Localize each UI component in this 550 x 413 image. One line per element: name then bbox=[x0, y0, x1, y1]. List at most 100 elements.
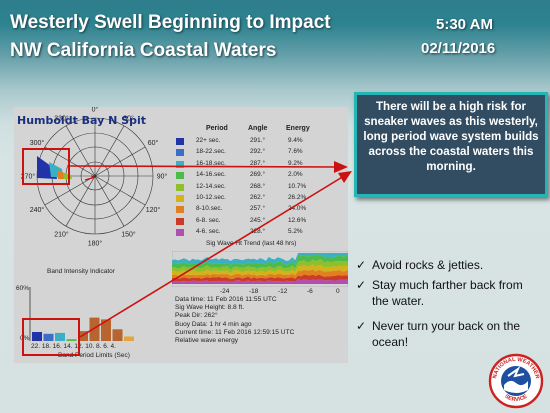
trend-band bbox=[172, 254, 348, 270]
band-pct-bottom: 0% bbox=[20, 335, 30, 342]
trend-tick-label: -18 bbox=[249, 288, 259, 295]
trend-tick-label: -24 bbox=[220, 288, 230, 295]
wave-direction-rose: 0° 30° 60° 90° 120° 150° 180° 210° 240° 270° 300° 3… bbox=[21, 107, 168, 248]
color-swatch bbox=[176, 217, 184, 225]
row-period: 4-6. sec. bbox=[196, 228, 221, 236]
table-row: 18-22.sec. 292.° 7.6% bbox=[172, 148, 347, 158]
row-energy: 9.4% bbox=[288, 137, 303, 144]
arrow-head-right-icon bbox=[334, 161, 348, 173]
highlight-box-bands bbox=[22, 318, 80, 356]
svg-text:SERVICE: SERVICE bbox=[504, 394, 529, 404]
safety-tip-text: Avoid rocks & jetties. bbox=[372, 258, 484, 272]
info-buoy-data: Buoy Data: 1 hr 4 min ago bbox=[175, 320, 252, 328]
slide-title-line-1: Westerly Swell Beginning to Impact bbox=[10, 12, 331, 33]
band-bar bbox=[124, 336, 134, 341]
rose-angle-label: 150° bbox=[121, 231, 136, 239]
rose-spoke bbox=[94, 146, 146, 177]
table-row: 4-6. sec. 228.° 5.2% bbox=[172, 228, 347, 238]
rose-spoke bbox=[65, 175, 96, 227]
row-period: 22+ sec. bbox=[196, 137, 221, 144]
band-axis-label: Band Period Limits (Sec) bbox=[58, 352, 130, 359]
trend-band bbox=[172, 269, 348, 280]
logo-bottom-text: SERVICE bbox=[504, 394, 529, 404]
rose-spoke bbox=[94, 175, 146, 206]
color-swatch bbox=[176, 229, 184, 237]
trend-band bbox=[172, 279, 348, 284]
row-angle: 292.° bbox=[250, 148, 265, 156]
rose-spoke bbox=[94, 125, 125, 177]
table-row: 22+ sec. 291.° 9.4% bbox=[172, 137, 347, 147]
row-angle: 291.° bbox=[250, 137, 265, 144]
row-period: 14-16.sec. bbox=[196, 171, 226, 179]
row-angle: 268.° bbox=[250, 182, 265, 190]
band-bar bbox=[55, 332, 65, 341]
row-energy: 2.0% bbox=[288, 171, 303, 179]
row-period: 16-18.sec. bbox=[196, 159, 226, 167]
row-period: 10-12.sec. bbox=[196, 194, 226, 201]
trend-band bbox=[172, 253, 348, 266]
checkmark-icon: ✓ bbox=[356, 319, 367, 333]
band-bar bbox=[32, 332, 42, 341]
date-stamp: 02/11/2016 bbox=[421, 40, 496, 57]
rose-angle-label: 240° bbox=[30, 206, 45, 214]
energy-header: Energy bbox=[286, 125, 310, 132]
checkmark-icon: ✓ bbox=[356, 278, 367, 292]
rose-angle-label: 210° bbox=[54, 231, 69, 239]
row-energy: 12.6% bbox=[288, 216, 307, 224]
row-energy: 24.0% bbox=[288, 205, 307, 213]
wave-height-trend-chart bbox=[172, 251, 348, 287]
band-bar bbox=[43, 333, 54, 341]
safety-tip-text: Never turn your back on the ocean! bbox=[372, 319, 521, 349]
row-angle: 257.° bbox=[250, 205, 265, 213]
row-energy: 5.2% bbox=[288, 228, 303, 236]
trend-band bbox=[172, 264, 348, 276]
band-bar bbox=[101, 319, 111, 341]
highlight-box-rose bbox=[22, 148, 70, 185]
rose-angle-label: 120° bbox=[146, 206, 161, 214]
row-period: 18-22.sec. bbox=[196, 148, 226, 156]
trend-tick-label: 0 bbox=[336, 288, 340, 295]
rose-angle-label: 90° bbox=[157, 173, 168, 181]
color-swatch bbox=[176, 206, 184, 214]
row-period: 6-8. sec. bbox=[196, 216, 221, 224]
rose-spoke bbox=[94, 175, 125, 227]
rose-angle-label: 30° bbox=[123, 115, 134, 123]
row-angle: 262.° bbox=[250, 194, 265, 201]
rose-angle-label: 270° bbox=[21, 173, 36, 181]
trend-band bbox=[172, 274, 348, 282]
row-energy: 10.7% bbox=[288, 182, 307, 190]
band-bar bbox=[66, 339, 77, 341]
nws-logo: NATIONAL WEATHER SERVICE bbox=[488, 353, 544, 409]
row-angle: 245.° bbox=[250, 216, 265, 224]
band-bar bbox=[112, 329, 123, 341]
time-stamp: 5:30 AM bbox=[436, 16, 493, 33]
station-name: Humboldt Bay N Spit bbox=[17, 114, 146, 127]
color-swatch bbox=[176, 172, 184, 180]
row-energy: 7.6% bbox=[288, 148, 303, 156]
rose-angle-label: 0° bbox=[92, 107, 99, 114]
color-swatch bbox=[176, 160, 184, 168]
band-pct-top: 60% bbox=[16, 285, 30, 292]
angle-header: Angle bbox=[248, 125, 268, 132]
info-relative: Relative wave energy bbox=[175, 337, 239, 345]
band-intensity-title: Band Intensity Indicator bbox=[47, 268, 115, 275]
color-swatch bbox=[176, 195, 184, 202]
table-row: 12-14.sec. 268.° 10.7% bbox=[172, 183, 347, 193]
rose-spoke bbox=[65, 125, 96, 177]
row-period: 8-10.sec. bbox=[196, 205, 223, 213]
slide-title-line-2: NW California Coastal Waters bbox=[10, 40, 277, 61]
rose-angle-label: 330° bbox=[54, 115, 69, 123]
color-swatch bbox=[176, 183, 184, 191]
checkmark-icon: ✓ bbox=[356, 258, 367, 272]
row-period: 12-14.sec. bbox=[196, 182, 226, 190]
rose-angle-label: 60° bbox=[148, 139, 159, 147]
sneaker-wave-callout: There will be a high risk for sneaker wa… bbox=[354, 92, 548, 197]
band-bar bbox=[89, 317, 100, 341]
row-angle: 228.° bbox=[250, 228, 265, 236]
color-swatch bbox=[176, 138, 184, 145]
table-row: 8-10.sec. 257.° 24.0% bbox=[172, 205, 347, 215]
trend-band bbox=[172, 259, 348, 274]
period-header: Period bbox=[206, 125, 228, 132]
color-swatch bbox=[176, 149, 184, 157]
